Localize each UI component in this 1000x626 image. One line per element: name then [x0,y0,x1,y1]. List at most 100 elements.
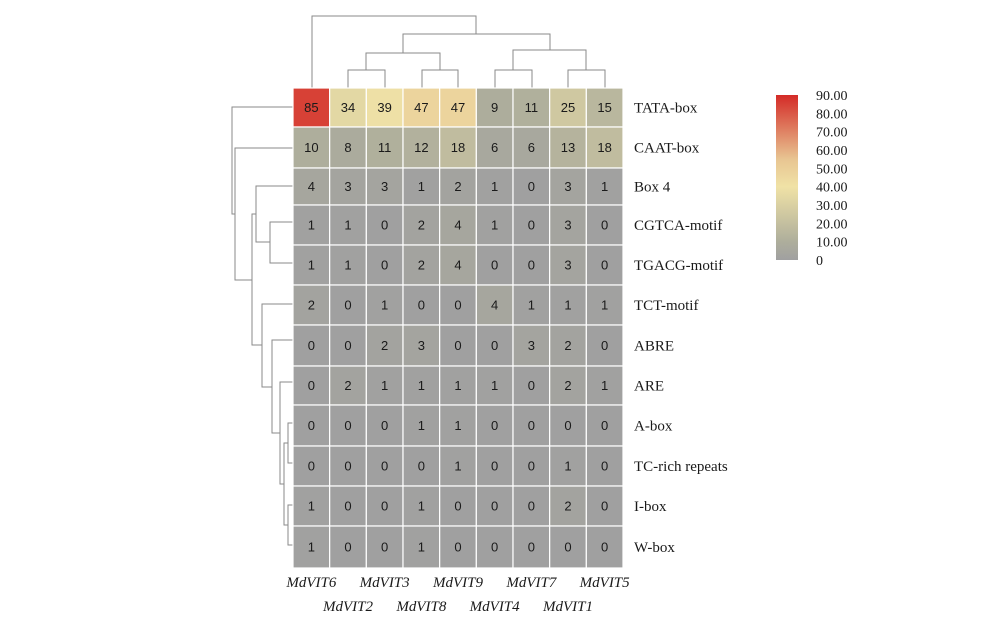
heatmap-cell-label: 1 [418,179,425,194]
heatmap-cell-label: 0 [601,499,608,514]
heatmap-cell-label: 0 [344,499,351,514]
row-label-i-box: I-box [634,499,667,515]
heatmap-cell-label: 3 [564,258,571,273]
heatmap-cell-label: 1 [308,258,315,273]
column-label-mdvit9: MdVIT9 [432,575,483,591]
heatmap-cell-i-box-mdvit1 [549,485,587,527]
heatmap-cell-w-box-mdvit9 [439,525,477,569]
legend-tick-labels: 90.00 80.00 70.00 60.00 50.00 40.00 30.00 20.00… [816,89,848,269]
heatmap-cell-abre-mdvit9 [439,324,477,367]
heatmap-cell-label: 0 [308,459,315,474]
legend-tick-label: 10.00 [816,236,848,251]
column-dendrogram [311,15,606,88]
heatmap-cell-label: 0 [344,298,351,313]
heatmap-cell-box-4-mdvit5 [585,167,624,206]
heatmap-cell-label: 11 [378,140,392,155]
heatmap-cell-tc-rich-repeats-mdvit1 [549,445,587,487]
heatmap-cell-label: 2 [454,179,461,194]
heatmap-cell-label: 0 [344,418,351,433]
heatmap-cell-are-mdvit9 [439,365,477,406]
heatmap-cell-label: 3 [528,338,535,353]
heatmap-cell-w-box-mdvit1 [549,525,587,569]
heatmap-cell-are-mdvit5 [585,365,624,406]
color-legend: 90.00 80.00 70.00 60.00 50.00 40.00 30.00 20.00… [776,89,848,269]
heatmap-cell-a-box-mdvit3 [365,404,404,447]
heatmap-cell-label: 0 [418,459,425,474]
heatmap-cell-label: 0 [491,338,498,353]
heatmap-cell-label: 1 [454,459,461,474]
heatmap-cell-label: 6 [491,140,498,155]
heatmap-cell-label: 0 [528,218,535,233]
heatmap-cell-label: 0 [491,499,498,514]
heatmap-cell-label: 0 [491,418,498,433]
heatmap-cell-label: 0 [381,258,388,273]
heatmap-cell-caat-box-mdvit7 [512,126,551,169]
heatmap-cell-label: 3 [381,179,388,194]
heatmap-cell-label: 3 [344,179,351,194]
heatmap-cell-label: 0 [601,258,608,273]
row-label-tata-box: TATA-box [634,101,698,117]
heatmap-cell-label: 8 [344,140,351,155]
legend-tick-label: 40.00 [816,181,848,196]
heatmap-cell-label: 2 [564,378,571,393]
heatmap-cell-label: 12 [414,140,428,155]
heatmap-cell-a-box-mdvit5 [585,404,624,447]
row-labels: TATA-box CAAT-box Box 4 CGTCA-motif TGACG-mo… [634,101,728,557]
heatmap-cell-label: 0 [381,218,388,233]
heatmap-cell-tc-rich-repeats-mdvit4 [475,445,514,487]
heatmap-cell-label: 0 [528,179,535,194]
row-label-tc-rich-repeats: TC-rich repeats [634,459,728,475]
heatmap-cell-label: 0 [564,540,571,555]
heatmap-cell-label: 4 [454,218,461,233]
heatmap-cell-caat-box-mdvit9 [439,126,477,169]
heatmap-cell-tata-box-mdvit6 [292,87,331,128]
heatmap-cell-label: 0 [381,499,388,514]
heatmap-cell-label: 6 [528,140,535,155]
row-label-w-box: W-box [634,540,675,556]
heatmap-cell-label: 1 [564,298,571,313]
heatmap-cell-label: 1 [381,378,388,393]
heatmap-cell-label: 1 [491,378,498,393]
row-label-are: ARE [634,379,664,395]
heatmap-cell-label: 1 [308,218,315,233]
heatmap-cell-tgacg-motif-mdvit4 [475,244,514,286]
heatmap-cell-tct-motif-mdvit9 [439,284,477,326]
heatmap-cell-tata-box-mdvit2 [329,87,367,128]
heatmap-cell-label: 39 [377,100,391,115]
heatmap-cell-tc-rich-repeats-mdvit8 [402,445,441,487]
heatmap-cell-are-mdvit8 [402,365,441,406]
heatmap-cell-are-mdvit4 [475,365,514,406]
column-label-mdvit5: MdVIT5 [579,575,630,591]
heatmap-cell-label: 0 [454,499,461,514]
row-label-abre: ABRE [634,339,674,355]
heatmap-cell-label: 34 [341,100,355,115]
heatmap-cell-label: 1 [601,179,608,194]
heatmap-cell-tgacg-motif-mdvit5 [585,244,624,286]
heatmap-cell-label: 0 [454,298,461,313]
heatmap-cell-label: 15 [597,100,611,115]
heatmap-cell-tct-motif-mdvit5 [585,284,624,326]
heatmap-cell-tct-motif-mdvit2 [329,284,367,326]
heatmap-cell-a-box-mdvit8 [402,404,441,447]
heatmap-cell-caat-box-mdvit5 [585,126,624,169]
heatmap-cell-tc-rich-repeats-mdvit7 [512,445,551,487]
row-label-tct-motif: TCT-motif [634,298,698,314]
heatmap-cell-label: 0 [381,540,388,555]
heatmap-cell-caat-box-mdvit1 [549,126,587,169]
heatmap-cell-i-box-mdvit7 [512,485,551,527]
heatmap-cell-are-mdvit3 [365,365,404,406]
heatmap-cell-label: 0 [528,499,535,514]
heatmap-cell-label: 1 [418,418,425,433]
heatmap-cell-label: 1 [528,298,535,313]
heatmap-cell-label: 0 [491,540,498,555]
heatmap-cell-box-4-mdvit2 [329,167,367,206]
heatmap-cell-label: 1 [418,540,425,555]
heatmap-cell-label: 0 [344,540,351,555]
heatmap-cell-label: 47 [451,100,465,115]
legend-tick-label: 30.00 [816,199,848,214]
column-label-mdvit8: MdVIT8 [395,599,446,615]
heatmap-cell-label: 0 [528,378,535,393]
heatmap-cell-label: 0 [308,378,315,393]
heatmap-cell-label: 2 [418,258,425,273]
